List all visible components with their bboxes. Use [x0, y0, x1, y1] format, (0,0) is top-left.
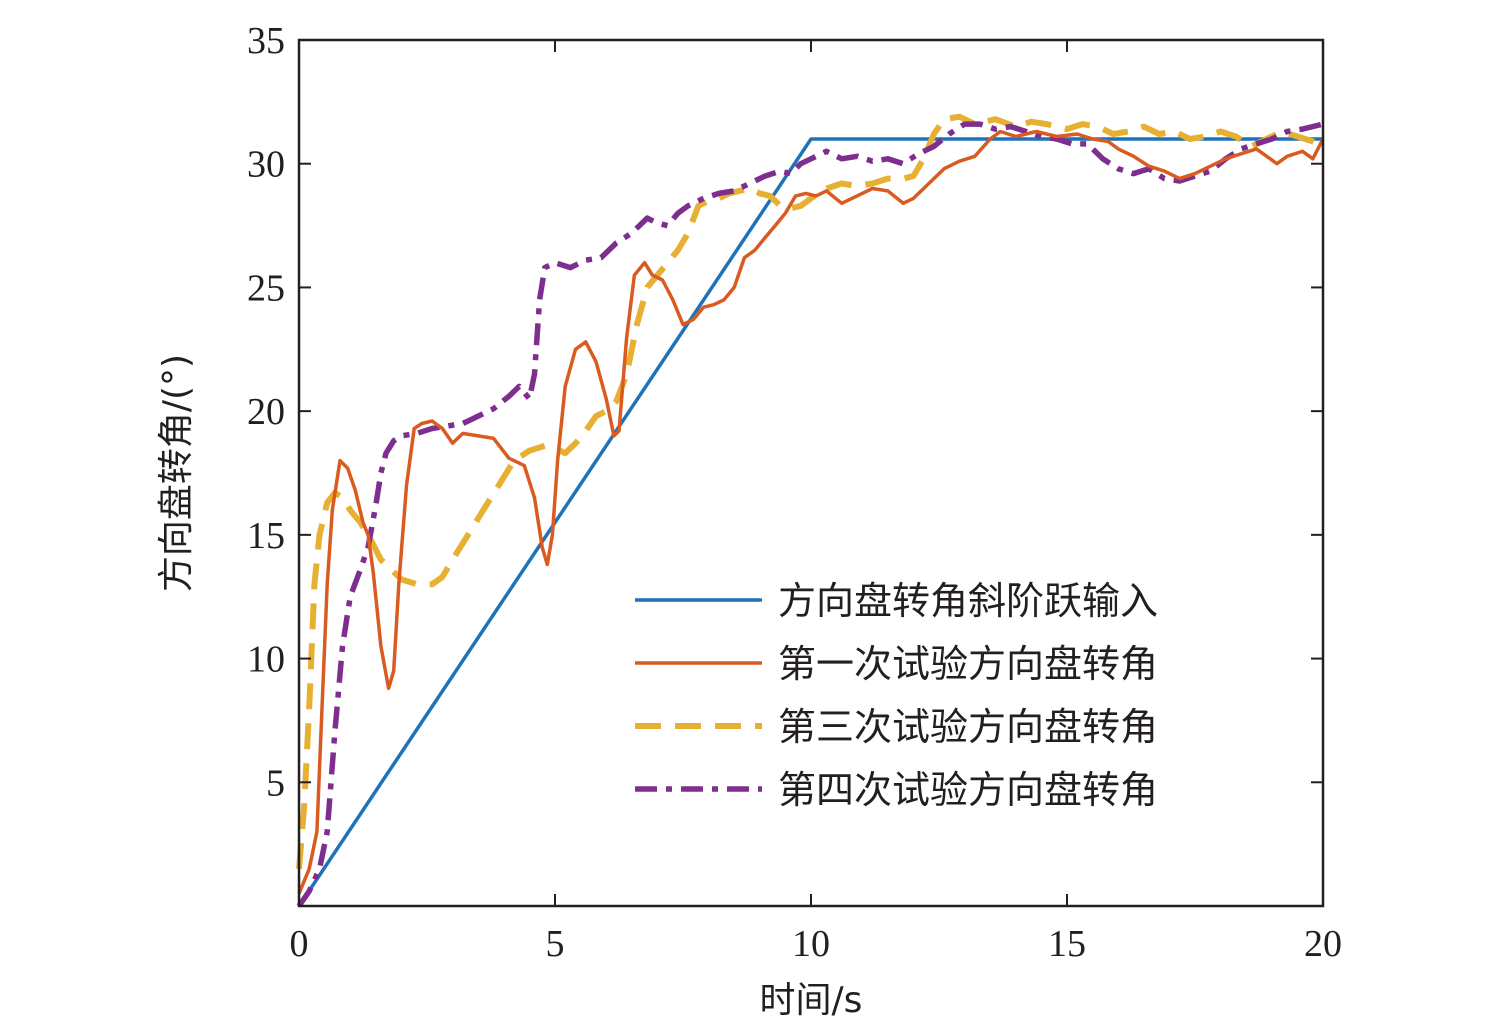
x-tick-label: 15	[1048, 923, 1086, 965]
x-tick-label: 20	[1304, 923, 1342, 965]
x-tick-label: 5	[546, 923, 565, 965]
y-axis-label: 方向盘转角/(°)	[156, 354, 197, 592]
x-axis-label: 时间/s	[760, 980, 863, 1021]
legend-label-3: 第三次试验方向盘转角	[778, 705, 1158, 749]
legend-label-2: 第一次试验方向盘转角	[778, 642, 1158, 686]
legend-label-1: 方向盘转角斜阶跃输入	[778, 579, 1158, 623]
series-line-2	[297, 129, 1325, 895]
series-line-3	[296, 113, 1325, 870]
series-line-1	[297, 137, 1323, 907]
legend-label-4: 第四次试验方向盘转角	[778, 768, 1158, 812]
y-tick-label: 10	[247, 639, 285, 681]
y-tick-label: 25	[247, 267, 285, 309]
plot-lines	[296, 113, 1325, 908]
y-tick-label: 20	[247, 391, 285, 433]
x-tick-label: 0	[290, 923, 309, 965]
series-line-4	[296, 121, 1324, 908]
x-tick-label: 10	[792, 923, 830, 965]
y-tick-label: 35	[247, 20, 285, 62]
y-tick-label: 5	[266, 762, 285, 804]
y-tick-label: 15	[247, 515, 285, 557]
y-tick-label: 30	[247, 144, 285, 186]
axis-ticks: 0 5 10 15 20 5 10 15 20 25 30 35	[247, 20, 1342, 965]
